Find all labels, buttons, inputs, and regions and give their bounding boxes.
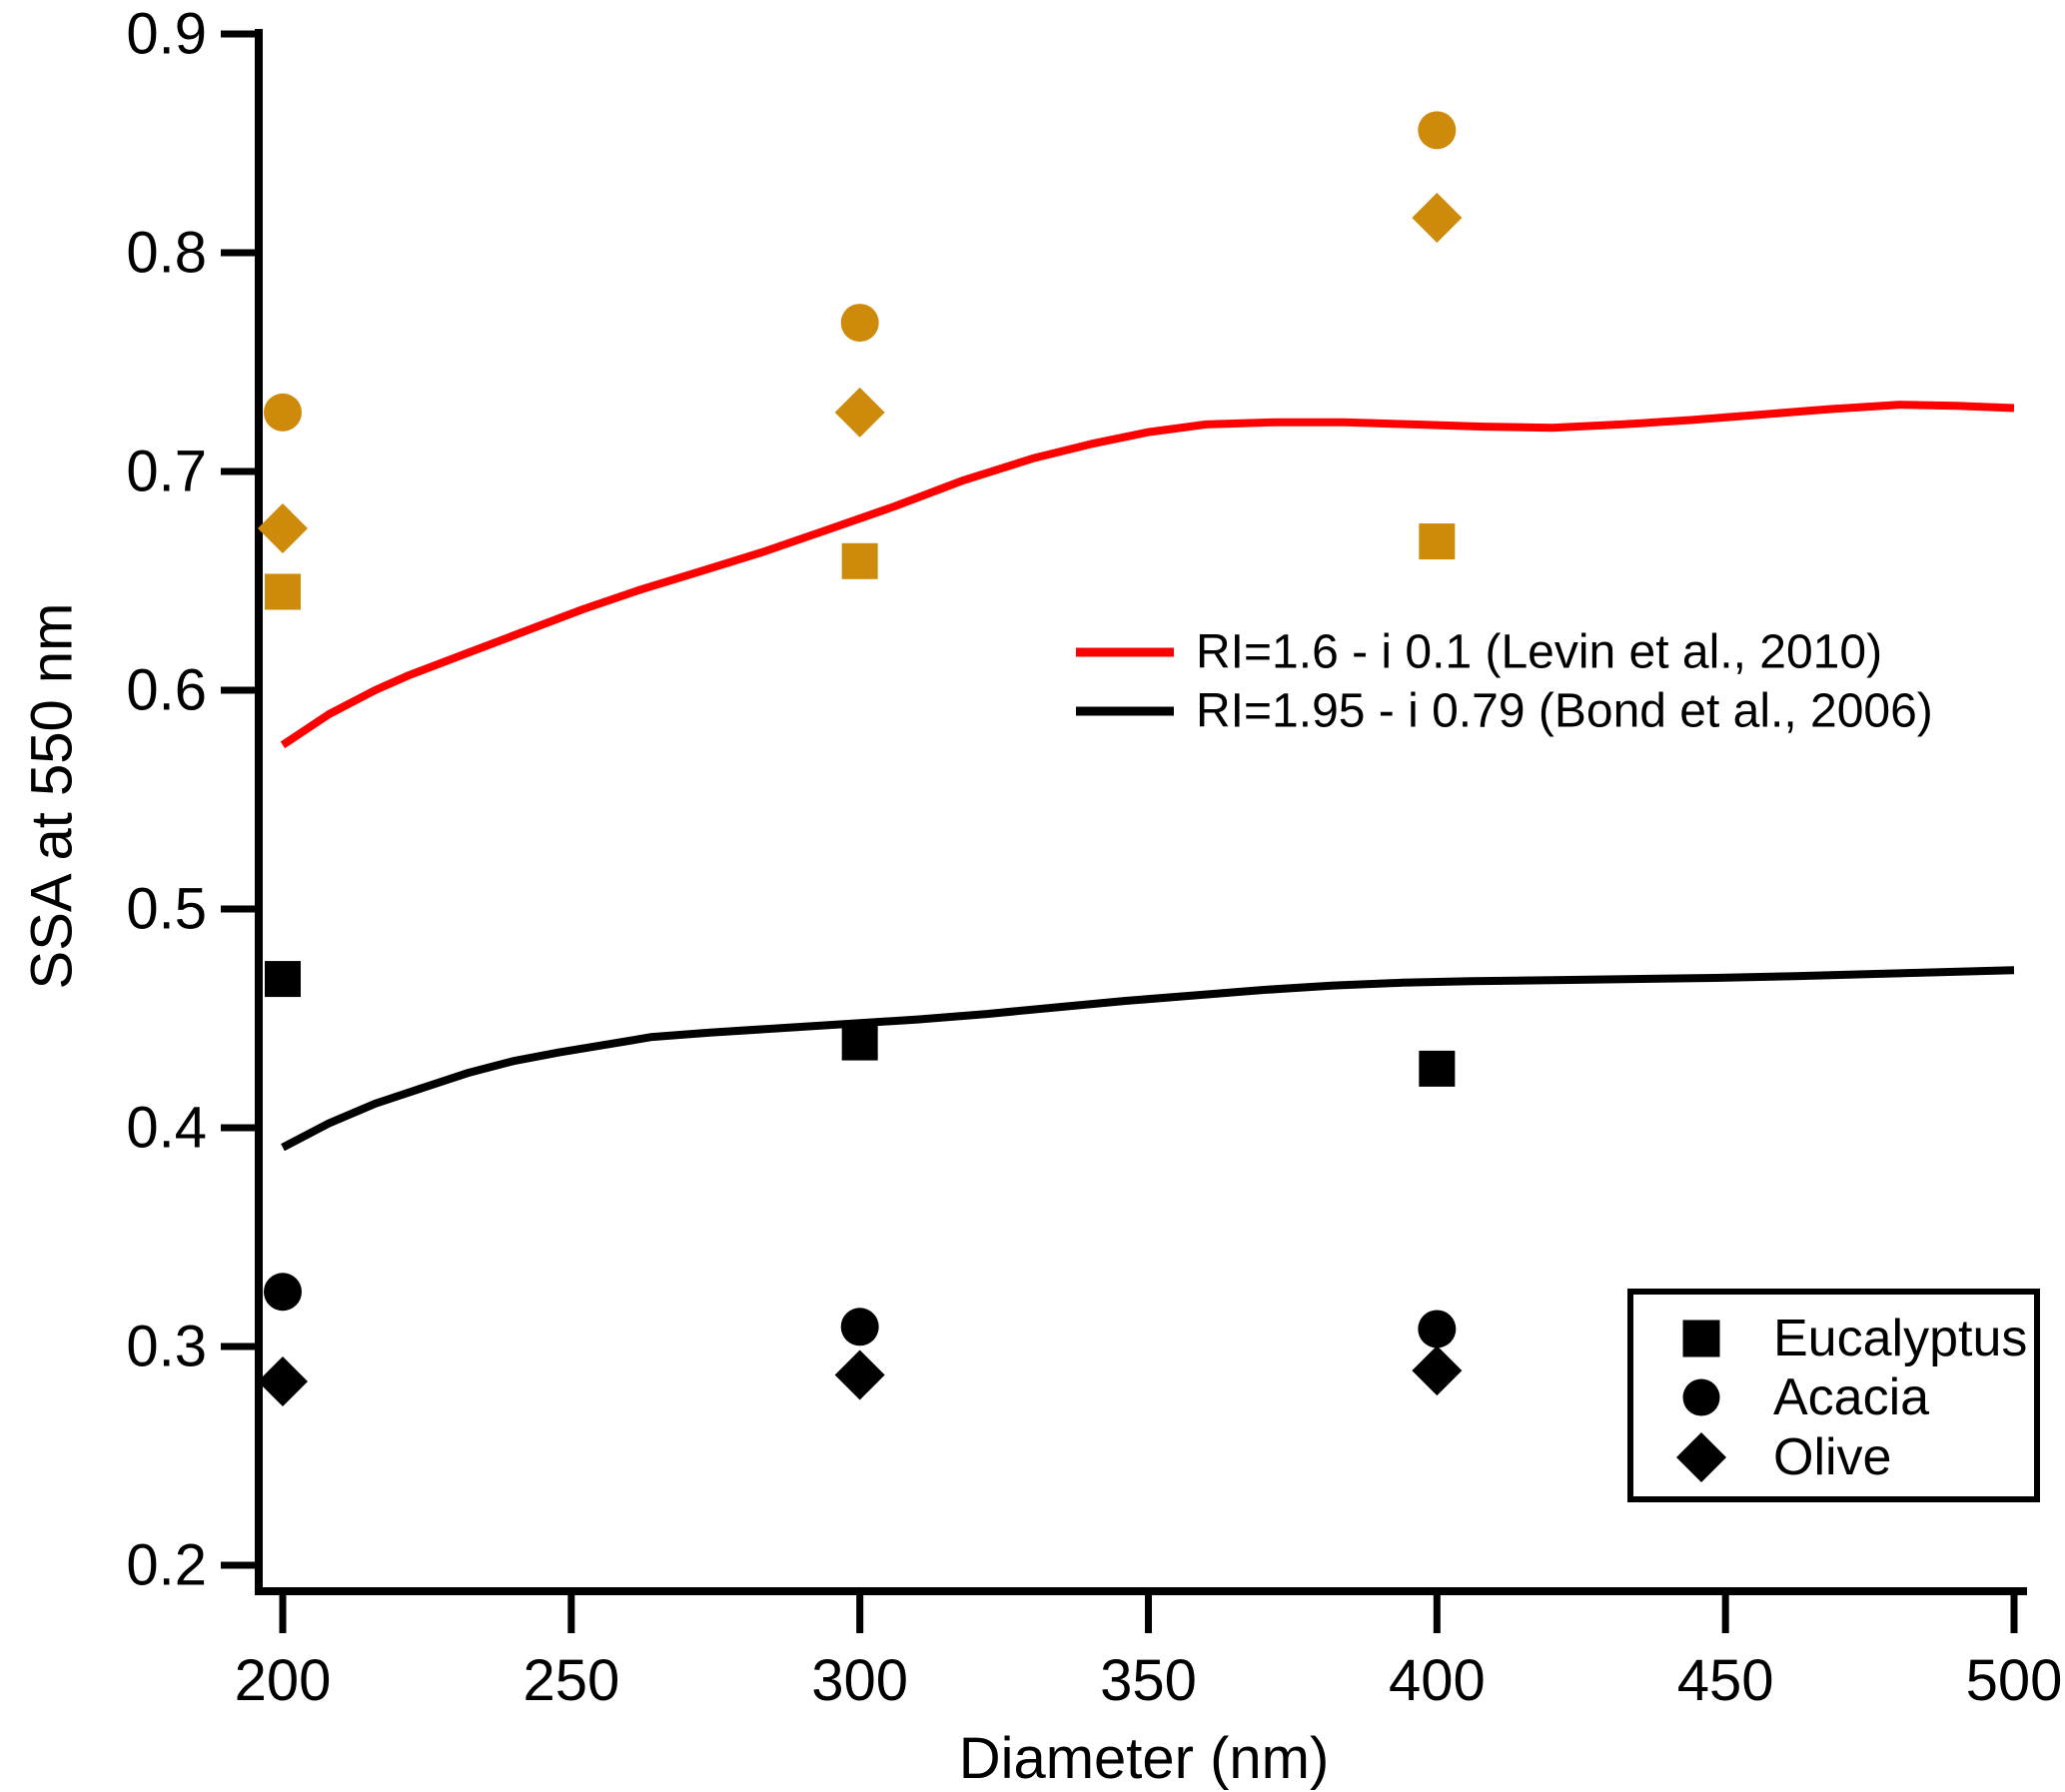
legend-marker-circle	[1682, 1378, 1720, 1416]
data-point-eucalyptus-square	[841, 542, 878, 579]
y-tick-label: 0.9	[126, 2, 207, 67]
legend-line-label: RI=1.95 - i 0.79 (Bond et al., 2006)	[1196, 685, 1933, 738]
data-point-olive-diamond	[258, 1356, 308, 1407]
data-point-acacia-circle	[840, 1308, 879, 1346]
x-tick-label: 350	[1100, 1648, 1197, 1713]
x-tick-label: 400	[1389, 1648, 1486, 1713]
data-point-eucalyptus-square	[1419, 523, 1456, 560]
legend-marker-diamond	[1676, 1432, 1726, 1482]
data-point-olive-diamond	[1412, 1345, 1463, 1396]
y-tick-label: 0.8	[126, 221, 207, 286]
levin-model-line	[280, 401, 2015, 749]
legend-line-label: RI=1.6 - i 0.1 (Levin et al., 2010)	[1196, 626, 1882, 679]
data-point-acacia-circle	[264, 1273, 302, 1312]
data-point-eucalyptus-square	[265, 961, 301, 998]
x-axis-title: Diameter (nm)	[959, 1726, 1330, 1791]
data-point-eucalyptus-square	[841, 1024, 878, 1061]
data-point-olive-diamond	[834, 387, 885, 438]
y-tick-label: 0.3	[126, 1315, 207, 1379]
y-tick-label: 0.7	[126, 440, 207, 504]
legend-marker-label: Olive	[1773, 1428, 1891, 1486]
x-tick-label: 250	[522, 1648, 619, 1713]
legend-marker-label: Acacia	[1773, 1368, 1929, 1426]
legend-marker-square	[1682, 1320, 1720, 1357]
data-point-eucalyptus-square	[265, 573, 301, 610]
y-tick-label: 0.2	[126, 1533, 207, 1598]
y-tick-label: 0.4	[126, 1096, 207, 1161]
data-point-olive-diamond	[1412, 192, 1463, 243]
data-point-acacia-circle	[840, 304, 879, 343]
x-tick-label: 200	[235, 1648, 332, 1713]
x-tick-label: 450	[1677, 1648, 1774, 1713]
data-point-eucalyptus-square	[1419, 1050, 1456, 1087]
y-tick-label: 0.6	[126, 658, 207, 723]
bond-model-line	[281, 966, 2015, 1152]
legend-marker-label: Eucalyptus	[1773, 1310, 2027, 1367]
y-axis-title: SSA at 550 nm	[20, 603, 85, 990]
data-point-acacia-circle	[1418, 111, 1457, 150]
x-tick-label: 500	[1966, 1648, 2063, 1713]
data-point-olive-diamond	[258, 502, 308, 553]
x-tick-label: 300	[811, 1648, 908, 1713]
y-tick-label: 0.5	[126, 877, 207, 942]
data-point-acacia-circle	[1418, 1310, 1457, 1348]
data-point-olive-diamond	[834, 1349, 885, 1400]
data-point-acacia-circle	[264, 393, 302, 432]
